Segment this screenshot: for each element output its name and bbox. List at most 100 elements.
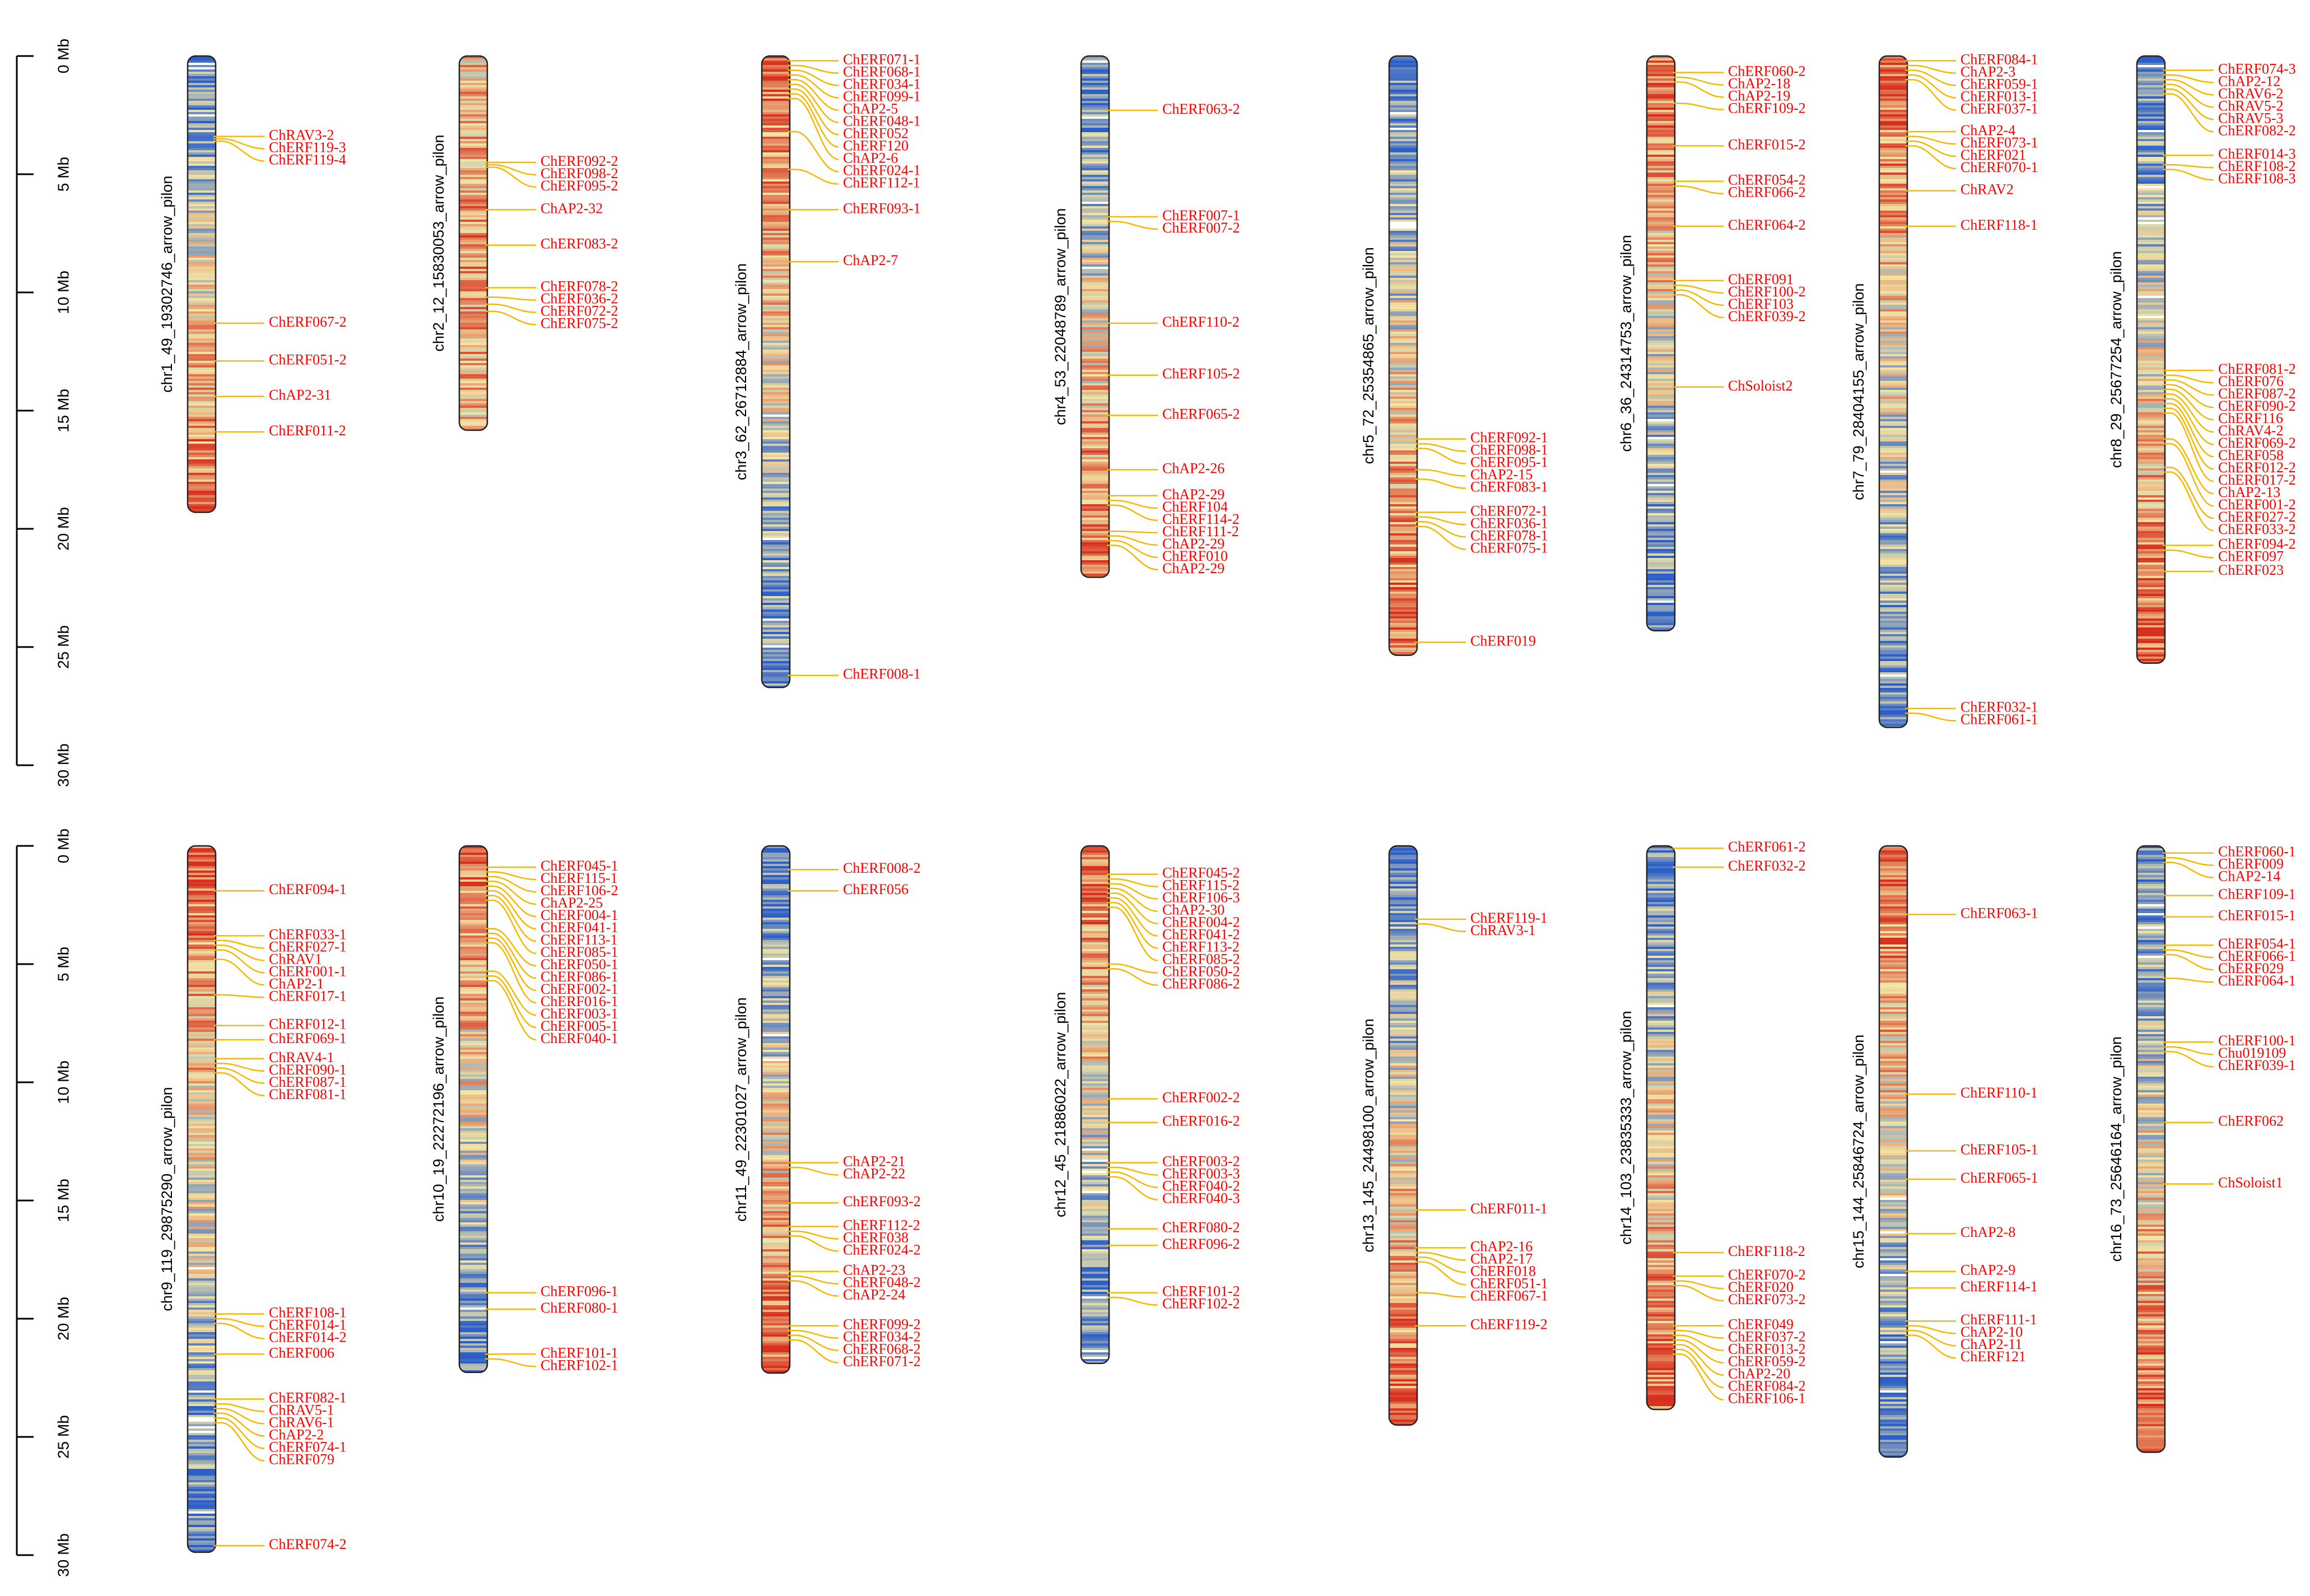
- gene-label: ChERF109-1: [2218, 886, 2296, 902]
- gene-label: ChERF078-2: [541, 278, 618, 295]
- gene-connector: [492, 310, 537, 325]
- gene-label: ChERF106-2: [541, 882, 618, 899]
- gene-label: ChERF049: [1728, 1316, 1794, 1333]
- gene-label: ChERF080-2: [1162, 1220, 1240, 1236]
- gene-label: ChERF113-2: [1162, 939, 1240, 955]
- gene-marker: ChERF099-1: [788, 74, 921, 104]
- gene-marker: ChERF002-2: [1107, 1090, 1240, 1106]
- gene-label: ChERF096-1: [541, 1283, 618, 1300]
- gene-label: ChERF098-2: [541, 165, 618, 182]
- gene-connector: [221, 1067, 265, 1085]
- gene-marker: ChERF082-2: [2163, 93, 2296, 138]
- gene-connector: [1114, 1166, 1158, 1176]
- gene-marker: ChERF113-1: [485, 895, 618, 948]
- gene-marker: ChERF003-1: [485, 970, 618, 1022]
- gene-marker: ChAP2-29: [1107, 545, 1224, 576]
- gene-label: ChAP2-5: [843, 100, 898, 117]
- gene-marker: ChERF029: [2163, 953, 2284, 976]
- gene-connector: [221, 994, 265, 998]
- gene-label: ChERF074-2: [269, 1536, 347, 1552]
- gene-marker: ChERF052: [788, 88, 909, 141]
- gene-connector: [1680, 1339, 1724, 1364]
- chromosome-outline: [1080, 845, 1110, 1365]
- gene-marker: ChERF036-2: [485, 291, 618, 307]
- gene-label: ChERF071-1: [843, 51, 921, 67]
- gene-marker: ChERF115-1: [485, 870, 618, 886]
- gene-label: ChRAV3-2: [269, 127, 334, 143]
- gene-marker: ChERF103: [1673, 289, 1794, 312]
- gene-label: ChERF103: [1728, 296, 1794, 312]
- gene-label: ChERF007-2: [1162, 220, 1240, 236]
- gene-connector: [1912, 69, 1957, 86]
- gene-marker: ChERF081-1: [213, 1072, 347, 1102]
- gene-marker: ChERF027-2: [2163, 467, 2296, 525]
- gene-marker: ChERF074-1: [213, 1417, 347, 1455]
- gene-label: ChAP2-4: [1960, 122, 2015, 138]
- gene-connector: [795, 69, 839, 86]
- gene-marker: ChERF033-1: [213, 926, 347, 942]
- chromosome: chr14_103_23835333_arrow_pilon ChERF061-2…: [1618, 839, 1806, 1411]
- gene-connector: [492, 895, 537, 942]
- gene-connector: [795, 1230, 839, 1240]
- gene-label: ChERF063-2: [1162, 101, 1240, 117]
- gene-label: ChERF104: [1162, 499, 1228, 515]
- gene-label: ChERF121: [1960, 1348, 2026, 1365]
- gene-marker: ChERF041-1: [485, 890, 618, 936]
- gene-label: ChERF029: [2218, 960, 2284, 976]
- density-bands: [1879, 846, 1907, 1457]
- gene-marker: ChERF036-1: [1415, 515, 1548, 531]
- gene-label: ChERF084-1: [1960, 51, 2038, 67]
- chromosome: chr15_144_25846724_arrow_pilon ChERF063-1…: [1850, 845, 2038, 1458]
- scale-tick-label: 5 Mb: [54, 947, 72, 981]
- gene-connector: [1680, 1329, 1724, 1339]
- gene-connector: [1912, 712, 1957, 722]
- gene-label: ChERF059-2: [1728, 1353, 1806, 1370]
- gene-label: ChERF019: [1470, 633, 1536, 649]
- gene-marker: ChERF003-3: [1107, 1165, 1240, 1181]
- gene-connector: [221, 1062, 265, 1072]
- gene-connector: [221, 939, 265, 949]
- gene-marker: ChERF096-1: [485, 1283, 618, 1300]
- gene-marker: ChERF048-2: [788, 1274, 921, 1291]
- gene-label: ChAP2-7: [843, 252, 898, 268]
- scale-tick-label: 10 Mb: [54, 1060, 72, 1104]
- gene-label: ChAP2-17: [1470, 1250, 1533, 1267]
- gene-marker: ChERF111-2: [1107, 523, 1239, 539]
- gene-marker: ChRAV6-2: [2163, 78, 2284, 101]
- gene-connector: [492, 975, 537, 1029]
- scale-bar: 0 Mb 5 Mb 10 Mb 15 Mb 20 Mb 25 Mb 30 Mb: [16, 39, 72, 787]
- gene-connector: [795, 1235, 839, 1252]
- gene-label: ChERF001-1: [269, 963, 347, 979]
- gene-connector: [2170, 78, 2214, 96]
- gene-marker: ChAP2-31: [213, 387, 331, 403]
- gene-marker: ChERF016-1: [485, 942, 618, 1009]
- gene-label: ChERF105-2: [1162, 366, 1240, 382]
- gene-connector: [2170, 384, 2214, 408]
- gene-marker: ChERF102-2: [1107, 1296, 1240, 1312]
- gene-label: ChERF004-1: [541, 907, 618, 923]
- gene-connector: [2170, 978, 2214, 983]
- gene-connector: [1912, 64, 1957, 74]
- gene-label: ChERF024-1: [843, 162, 921, 178]
- gene-marker: ChERF018: [1415, 1257, 1536, 1279]
- gene-marker: ChERF069-1: [213, 1030, 347, 1046]
- gene-label: ChERF110-1: [1960, 1085, 2038, 1101]
- gene-label: ChERF064-2: [1728, 217, 1806, 233]
- gene-label: ChRAV4-2: [2218, 422, 2284, 439]
- gene-label: ChERF082-1: [269, 1389, 347, 1406]
- gene-label: ChRAV1: [269, 951, 322, 967]
- gene-label: ChERF015-1: [2218, 908, 2296, 924]
- gene-label: ChERF037-2: [1728, 1329, 1806, 1345]
- gene-connector: [2170, 438, 2214, 495]
- gene-marker: ChERF058: [2163, 403, 2284, 463]
- gene-marker: ChERF087-1: [213, 1067, 347, 1090]
- gene-marker: ChRAV3-2: [213, 127, 334, 143]
- gene-label: ChAP2-12: [2218, 73, 2280, 89]
- scale-tick-label: 30 Mb: [54, 743, 72, 787]
- gene-marker: ChRAV1: [213, 944, 322, 967]
- gene-label: ChERF081-1: [269, 1086, 347, 1102]
- gene-label: ChERF050-1: [541, 956, 618, 973]
- gene-connector: [1680, 1334, 1724, 1351]
- gene-label: ChSoloist1: [2218, 1174, 2283, 1190]
